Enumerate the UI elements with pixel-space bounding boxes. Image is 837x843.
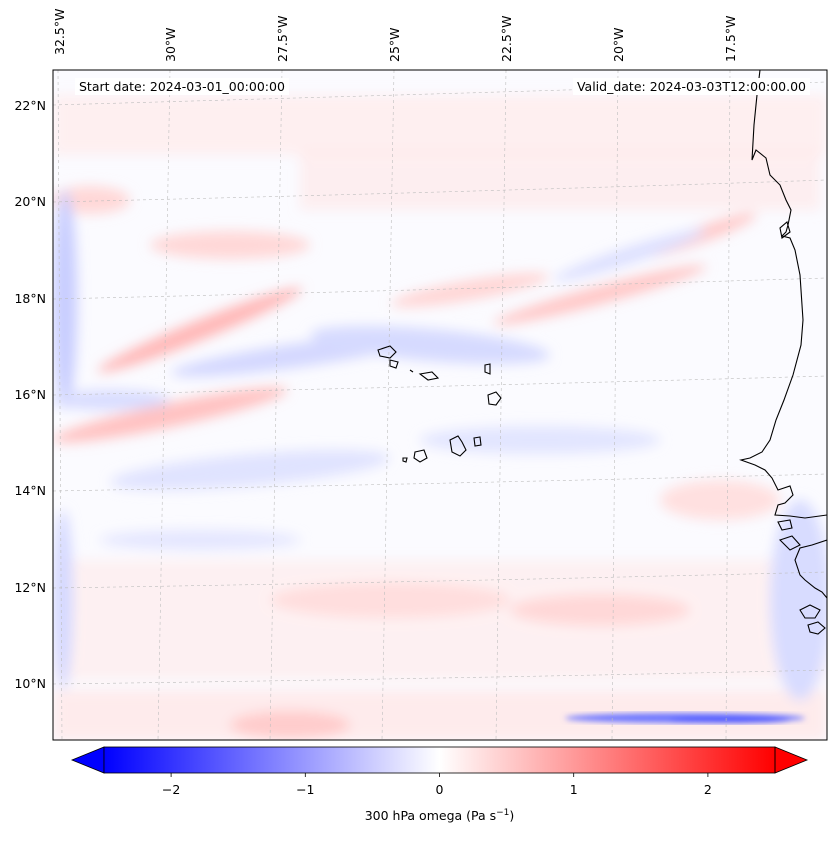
lat-tick-label: 18°N	[14, 291, 46, 306]
valid-date-label: Valid_date: 2024-03-03T12:00:00.00	[572, 78, 810, 95]
colorbar-max-extend	[774, 746, 809, 774]
lat-tick-label: 12°N	[14, 580, 46, 595]
colorbar-tick-label: 1	[569, 782, 578, 797]
lon-tick-label: 27.5°W	[275, 15, 290, 62]
lon-tick-label: 20°W	[611, 27, 626, 62]
colorbar-label: 300 hPa omega (Pa s−1)	[364, 808, 515, 824]
map-frame	[52, 69, 828, 741]
lon-tick-label: 22.5°W	[499, 15, 514, 62]
graticule	[53, 70, 827, 740]
colorbar-tick-label: −2	[161, 782, 181, 797]
lat-tick-label: 10°N	[14, 676, 46, 691]
start-date-label: Start date: 2024-03-01_00:00:00	[75, 78, 289, 95]
colorbar-gradient	[104, 747, 775, 773]
lat-tick-label: 22°N	[14, 98, 46, 113]
coastlines	[377, 70, 827, 635]
lat-tick-label: 16°N	[14, 387, 46, 402]
colorbar	[70, 746, 809, 777]
lon-tick-label: 25°W	[387, 27, 402, 62]
lat-tick-label: 20°N	[14, 194, 46, 209]
lon-tick-label: 30°W	[163, 27, 178, 62]
colorbar-tick-label: 0	[435, 782, 444, 797]
lat-tick-label: 14°N	[14, 483, 46, 498]
colorbar-tick-label: 2	[703, 782, 712, 797]
colorbar-tick-label: −1	[296, 782, 315, 797]
omega-field	[53, 95, 827, 740]
colorbar-min-extend	[70, 746, 105, 774]
lon-tick-label: 17.5°W	[723, 15, 738, 62]
lon-tick-label: 32.5°W	[52, 8, 67, 55]
